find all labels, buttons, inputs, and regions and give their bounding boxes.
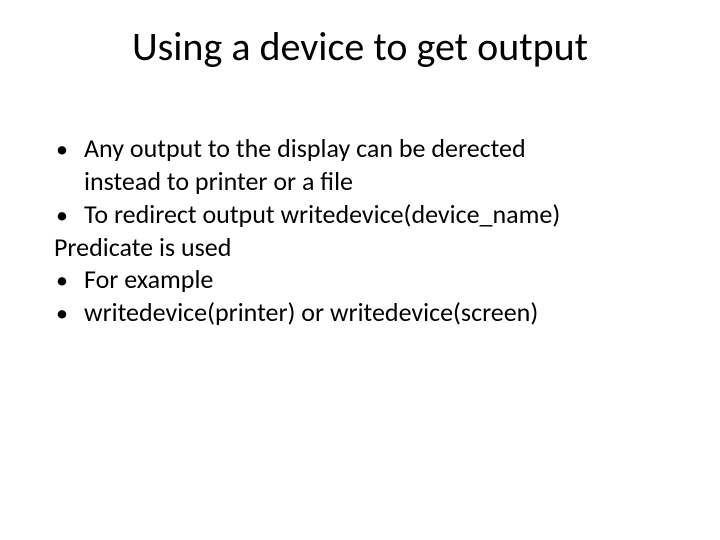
slide: Using a device to get output Any output … <box>0 0 720 540</box>
bullet-continuation: instead to printer or a file <box>54 165 674 198</box>
bullet-item: For example <box>54 263 674 296</box>
body-line: Predicate is used <box>54 231 674 264</box>
bullet-item: writedevice(printer) or writedevice(scre… <box>54 296 674 329</box>
slide-body: Any output to the display can be derecte… <box>54 132 674 329</box>
bullet-item: To redirect output writedevice(device_na… <box>54 198 674 231</box>
bullet-item: Any output to the display can be derecte… <box>54 132 674 165</box>
slide-title: Using a device to get output <box>0 22 720 71</box>
